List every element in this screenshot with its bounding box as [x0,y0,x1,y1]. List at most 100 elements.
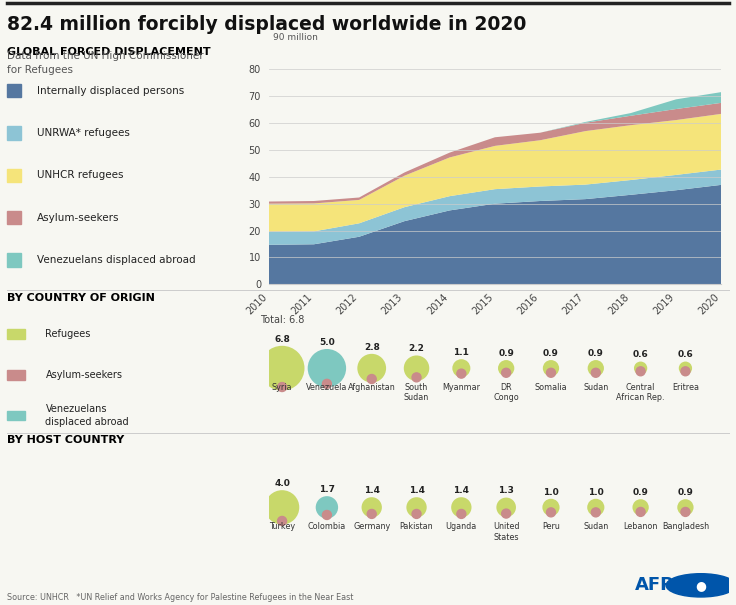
Text: Asylum-seekers: Asylum-seekers [46,370,122,380]
Circle shape [322,379,331,388]
Text: South
Sudan: South Sudan [404,383,429,402]
Circle shape [681,367,690,376]
Circle shape [367,374,376,384]
Text: Sudan: Sudan [583,522,609,531]
Text: Afghanistan: Afghanistan [348,383,395,392]
Circle shape [681,508,690,517]
FancyBboxPatch shape [7,253,21,267]
Text: Venezuelans
displaced abroad: Venezuelans displaced abroad [46,404,129,427]
Text: 0.9: 0.9 [543,349,559,358]
Text: Somalia: Somalia [534,383,567,392]
Circle shape [636,508,645,517]
Circle shape [361,497,382,517]
Text: Bangladesh: Bangladesh [662,522,709,531]
Circle shape [322,511,331,520]
Text: Germany: Germany [353,522,390,531]
Text: GLOBAL FORCED DISPLACEMENT: GLOBAL FORCED DISPLACEMENT [7,47,211,57]
Text: 1.4: 1.4 [364,486,380,495]
Circle shape [277,517,286,525]
Circle shape [636,367,645,376]
Circle shape [367,509,376,518]
Circle shape [502,509,511,518]
Circle shape [404,356,429,381]
Text: Asylum-seekers: Asylum-seekers [37,213,119,223]
Text: UNRWA* refugees: UNRWA* refugees [37,128,130,138]
Circle shape [412,373,421,382]
Text: 1.4: 1.4 [453,486,470,495]
Text: BY COUNTRY OF ORIGIN: BY COUNTRY OF ORIGIN [7,293,155,303]
Circle shape [634,362,647,375]
FancyBboxPatch shape [7,411,25,420]
Text: Total: 6.8: Total: 6.8 [260,315,304,325]
Text: 1.0: 1.0 [588,488,604,497]
Circle shape [591,368,601,378]
Circle shape [677,499,693,515]
Text: 2.2: 2.2 [408,344,425,353]
Circle shape [406,497,427,517]
Circle shape [451,497,472,517]
Text: 0.9: 0.9 [588,349,604,358]
Text: Internally displaced persons: Internally displaced persons [37,86,184,96]
Text: 5.0: 5.0 [319,338,335,347]
Text: Peru: Peru [542,522,560,531]
Circle shape [542,499,559,516]
Text: 1.4: 1.4 [408,486,425,495]
Text: Eritrea: Eritrea [672,383,699,392]
Circle shape [412,509,421,518]
Text: 2.8: 2.8 [364,342,380,352]
Text: ●: ● [696,579,707,592]
Circle shape [498,360,514,376]
Text: 4.0: 4.0 [274,479,290,488]
Circle shape [308,349,346,387]
Text: Pakistan: Pakistan [400,522,434,531]
Circle shape [547,508,556,517]
FancyBboxPatch shape [7,211,21,224]
Text: 82.4 million forcibly displaced worldwide in 2020: 82.4 million forcibly displaced worldwid… [7,15,527,34]
Text: Data from the UN High Commissioner
for Refugees: Data from the UN High Commissioner for R… [7,51,204,74]
Circle shape [587,499,604,516]
Text: Lebanon: Lebanon [623,522,658,531]
FancyBboxPatch shape [7,329,25,339]
Text: 0.9: 0.9 [633,488,648,497]
Circle shape [679,362,692,375]
Circle shape [547,368,556,378]
Text: DR
Congo: DR Congo [493,383,519,402]
Text: Refugees: Refugees [46,329,91,339]
Text: 0.9: 0.9 [498,349,514,358]
Circle shape [666,574,735,597]
Circle shape [632,499,648,515]
Text: Myanmar: Myanmar [442,383,481,392]
Text: 1.3: 1.3 [498,486,514,495]
Circle shape [587,360,604,376]
Text: 1.1: 1.1 [453,348,470,357]
Text: 1.7: 1.7 [319,485,335,494]
Circle shape [265,490,300,525]
Text: 0.6: 0.6 [678,350,693,359]
Circle shape [260,346,305,391]
Text: AFP: AFP [634,577,673,594]
Text: 1.0: 1.0 [543,488,559,497]
Text: Source: UNHCR   *UN Relief and Works Agency for Palestine Refugees in the Near E: Source: UNHCR *UN Relief and Works Agenc… [7,593,354,602]
Circle shape [316,496,338,518]
Circle shape [543,360,559,376]
FancyBboxPatch shape [7,84,21,97]
Text: Turkey: Turkey [269,522,295,531]
Text: Colombia: Colombia [308,522,346,531]
Text: United
States: United States [493,522,520,541]
FancyBboxPatch shape [7,370,25,379]
Text: 90 million: 90 million [273,33,318,42]
Text: UNHCR refugees: UNHCR refugees [37,171,123,180]
Text: Central
African Rep.: Central African Rep. [616,383,665,402]
Text: Uganda: Uganda [446,522,477,531]
Text: Venezuelans displaced abroad: Venezuelans displaced abroad [37,255,195,265]
Text: Syria: Syria [272,383,292,392]
Text: Venezuela: Venezuela [306,383,347,392]
Text: Sudan: Sudan [583,383,609,392]
Circle shape [453,359,470,378]
Circle shape [358,354,386,382]
Circle shape [457,509,466,518]
Text: 6.8: 6.8 [274,335,290,344]
Text: BY HOST COUNTRY: BY HOST COUNTRY [7,435,124,445]
FancyBboxPatch shape [7,169,21,182]
Circle shape [591,508,601,517]
